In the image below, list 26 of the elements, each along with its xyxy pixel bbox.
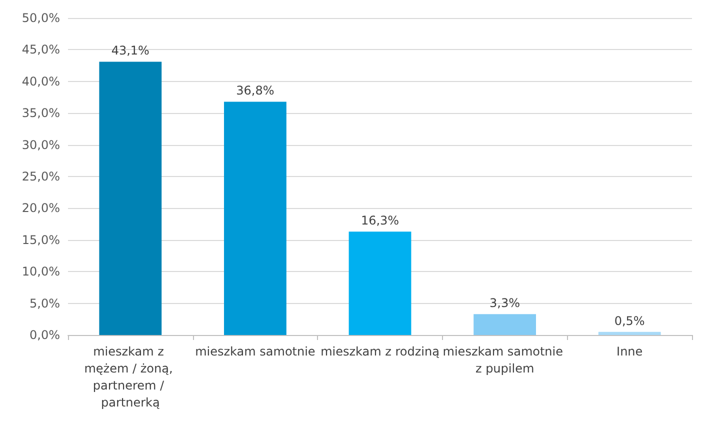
y-tick-label: 50,0% <box>22 11 60 25</box>
x-tick-label: mieszkam samotnie z pupilem <box>442 344 567 376</box>
data-label: 16,3% <box>360 214 400 228</box>
y-tick-label: 10,0% <box>22 264 60 279</box>
data-label: 36,8% <box>236 84 274 98</box>
data-label: 43,1% <box>111 44 150 58</box>
data-label: 3,3% <box>490 296 520 310</box>
x-tick-label: mieszkam samotnie <box>195 344 316 358</box>
bar <box>474 314 536 335</box>
y-tick-label: 25,0% <box>22 170 60 184</box>
bar <box>99 62 162 335</box>
y-tick-label: 15,0% <box>22 232 60 247</box>
y-tick-label: 40,0% <box>22 74 60 88</box>
x-tick-label: mieszkam z mężem / żoną, partnerem / partnerką <box>84 344 177 410</box>
y-tick-label: 20,0% <box>22 201 60 216</box>
x-tick-label: Inne <box>616 344 643 358</box>
bar <box>224 102 286 335</box>
y-tick-label: 35,0% <box>22 106 60 120</box>
bar <box>598 332 661 335</box>
y-tick-label: 45,0% <box>22 42 60 57</box>
y-tick-label: 30,0% <box>22 138 60 152</box>
x-tick-label: mieszkam z rodziną <box>320 344 440 358</box>
bar <box>348 232 412 335</box>
y-tick-label: 0,0% <box>30 328 60 342</box>
data-label: 0,5% <box>614 314 645 328</box>
y-tick-label: 5,0% <box>30 296 60 310</box>
